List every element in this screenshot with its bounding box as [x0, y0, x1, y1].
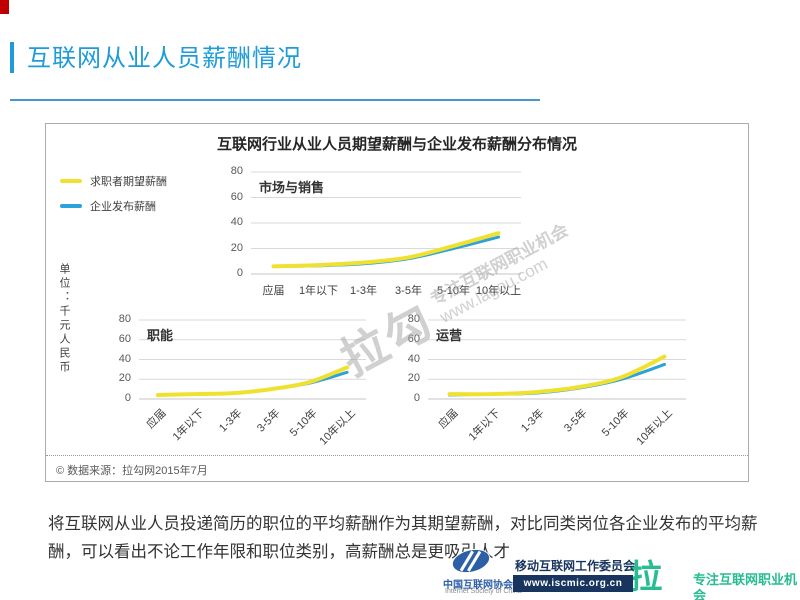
chart-functional: 0 20 40 60 80 应届 1年以下 1-3年 3-5年 5-10年 10年以上 职能	[119, 313, 366, 448]
chart-panel-title: 互联网行业从业人员期望薪酬与企业发布薪酬分布情况	[216, 136, 577, 153]
x-tick-label: 1-3年	[350, 285, 377, 297]
chart-title: 运营	[436, 328, 463, 343]
source-divider: © 数据来源：拉勾网2015年7月	[46, 455, 748, 478]
x-tick-label: 应届	[262, 285, 285, 297]
y-tick-label: 80	[230, 165, 243, 177]
legend-label: 求职者期望薪酬	[90, 176, 167, 188]
x-tick-label: 10年以上	[634, 407, 676, 448]
series-line-expected	[447, 354, 667, 397]
x-tick-label: 10年以上	[475, 285, 522, 297]
lagou-slogan: 专注互联网职业机会	[693, 571, 798, 600]
corner-marker	[0, 0, 9, 14]
legend-swatch-blue	[60, 204, 82, 208]
legend-swatch-yellow	[60, 179, 82, 183]
chart-plot-area	[428, 319, 686, 400]
isc-org-name-en: Internet Society of China	[445, 588, 522, 595]
series-line-expected	[155, 365, 350, 398]
chart-plot-area	[251, 171, 521, 275]
isc-org-name: 中国互联网协会	[443, 580, 513, 591]
footer-logos: 中国互联网协会 Internet Society of China 移动互联网工…	[443, 548, 800, 600]
x-tick-label: 1-3年	[216, 407, 245, 435]
chart-operations: 0 20 40 60 80 应届 1年以下 1-3年 3-5年 5-10年 10年以上 运营	[408, 313, 686, 448]
legend-item-posted: 企业发布薪酬	[60, 198, 167, 214]
chart-title: 职能	[147, 328, 174, 343]
x-tick-label: 1年以下	[466, 407, 504, 444]
y-tick-label: 80	[118, 313, 131, 325]
y-tick-label: 40	[118, 352, 131, 365]
title-accent-bar	[10, 42, 14, 73]
x-tick-label: 1-3年	[518, 407, 547, 435]
chart-plot-area	[139, 319, 366, 400]
legend: 求职者期望薪酬 企业发布薪酬	[60, 173, 167, 223]
x-tick-label: 3-5年	[395, 285, 422, 297]
x-tick-label: 应届	[144, 407, 169, 432]
x-tick-label: 3-5年	[254, 407, 283, 435]
data-source-note: © 数据来源：拉勾网2015年7月	[56, 465, 208, 477]
isc-url: www.iscmic.org.cn	[513, 575, 633, 592]
title-underline	[10, 99, 540, 101]
x-tick-label: 1年以下	[298, 285, 339, 297]
x-tick-label: 10年以上	[317, 407, 358, 448]
y-tick-label: 20	[118, 372, 131, 385]
y-tick-label: 0	[236, 267, 243, 279]
y-tick-label: 80	[407, 313, 420, 325]
y-tick-label: 20	[407, 372, 420, 385]
x-tick-label: 5-10年	[600, 407, 633, 439]
y-axis-unit-label: 单位：千元人民币	[58, 263, 70, 375]
chart-panel: 互联网行业从业人员期望薪酬与企业发布薪酬分布情况 求职者期望薪酬 企业发布薪酬 …	[45, 123, 749, 482]
isc-logo-block: 中国互联网协会 Internet Society of China 移动互联网工…	[443, 548, 635, 596]
y-tick-label: 60	[407, 332, 420, 345]
chart-market-sales: 0 20 40 60 80 应届 1年以下 1-3年 3-5年 5-10年 10年以上 市场与销售	[231, 165, 521, 297]
y-tick-label: 20	[230, 241, 243, 254]
y-tick-label: 0	[413, 392, 420, 404]
legend-item-expected: 求职者期望薪酬	[60, 173, 167, 189]
y-tick-label: 60	[230, 190, 243, 203]
x-tick-label: 5-10年	[436, 285, 471, 297]
x-tick-label: 5-10年	[288, 407, 320, 439]
y-tick-label: 60	[118, 332, 131, 345]
x-tick-label: 1年以下	[170, 407, 207, 444]
y-tick-label: 40	[407, 352, 420, 365]
lagou-logo-block: 拉勾 专注互联网职业机会 www.lagou.com	[629, 548, 800, 600]
x-tick-label: 应届	[436, 407, 461, 432]
series-line-expected	[271, 231, 501, 269]
chart-title: 市场与销售	[259, 180, 325, 195]
page-title: 互联网从业人员薪酬情况	[27, 45, 302, 72]
y-tick-label: 0	[124, 392, 131, 404]
isc-committee-name: 移动互联网工作委员会	[515, 559, 636, 573]
lagou-brand: 拉勾	[629, 558, 665, 595]
x-tick-label: 3-5年	[561, 407, 590, 435]
body-paragraph: 将互联网从业人员投递简历的职位的平均薪酬作为其期望薪酬，对比同类岗位各企业发布的…	[48, 515, 758, 561]
legend-label: 企业发布薪酬	[90, 201, 156, 213]
y-tick-label: 40	[230, 216, 243, 228]
isc-globe-icon	[451, 548, 491, 574]
